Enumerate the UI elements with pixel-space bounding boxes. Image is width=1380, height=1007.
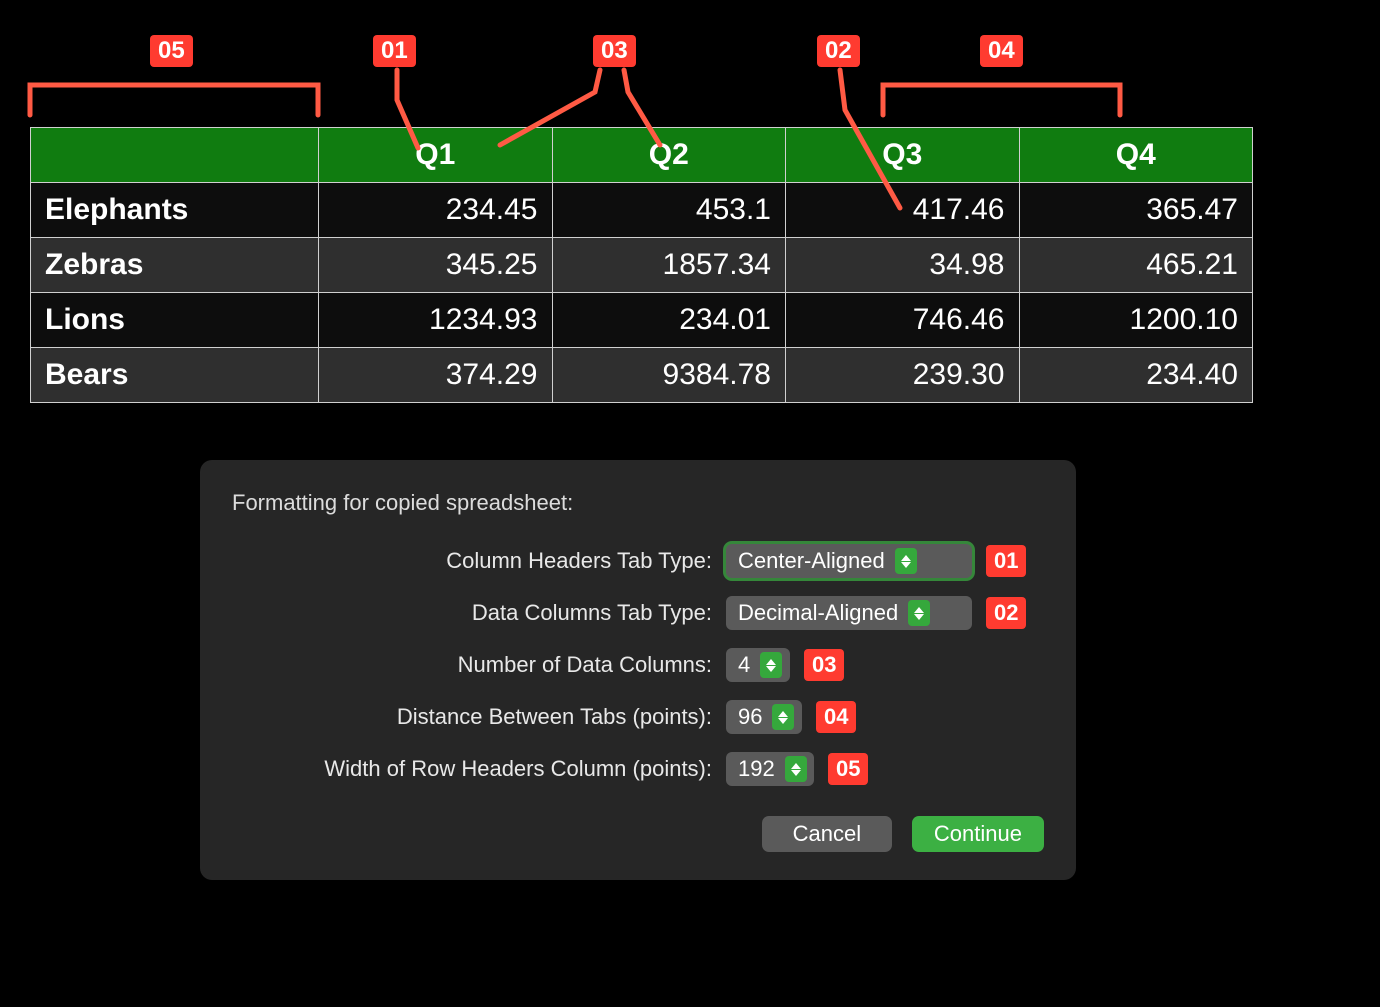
data-cell: 34.98 bbox=[786, 238, 1020, 293]
field-label: Distance Between Tabs (points): bbox=[232, 704, 712, 730]
data-cell: 746.46 bbox=[786, 293, 1020, 348]
col-header: Q2 bbox=[552, 128, 786, 183]
field-row-col-headers-tab-type: Column Headers Tab Type: Center-Aligned … bbox=[232, 544, 1044, 578]
dialog-button-row: Cancel Continue bbox=[232, 816, 1044, 852]
select-value: Decimal-Aligned bbox=[738, 600, 908, 626]
data-cell: 234.45 bbox=[319, 183, 553, 238]
data-cell: 465.21 bbox=[1019, 238, 1253, 293]
updown-icon bbox=[908, 600, 930, 626]
field-row-num-data-cols: Number of Data Columns: 4 03 bbox=[232, 648, 1044, 682]
data-cell: 453.1 bbox=[552, 183, 786, 238]
updown-icon bbox=[895, 548, 917, 574]
row-header: Elephants bbox=[31, 183, 319, 238]
rowheader-width-select[interactable]: 192 bbox=[726, 752, 814, 786]
callout-badge-03: 03 bbox=[593, 35, 636, 67]
data-cell: 239.30 bbox=[786, 348, 1020, 403]
table-row: Lions1234.93234.01746.461200.10 bbox=[31, 293, 1253, 348]
field-callout-badge: 02 bbox=[986, 597, 1026, 629]
callout-badge-02: 02 bbox=[817, 35, 860, 67]
callout-badge-04: 04 bbox=[980, 35, 1023, 67]
data-cell: 234.40 bbox=[1019, 348, 1253, 403]
data-table: Q1 Q2 Q3 Q4 Elephants234.45453.1417.4636… bbox=[30, 127, 1253, 403]
data-cell: 9384.78 bbox=[552, 348, 786, 403]
distance-tabs-select[interactable]: 96 bbox=[726, 700, 802, 734]
num-data-cols-select[interactable]: 4 bbox=[726, 648, 790, 682]
table-row: Zebras345.251857.3434.98465.21 bbox=[31, 238, 1253, 293]
field-label: Column Headers Tab Type: bbox=[232, 548, 712, 574]
select-value: 96 bbox=[738, 704, 772, 730]
col-header: Q3 bbox=[786, 128, 1020, 183]
formatting-dialog: Formatting for copied spreadsheet: Colum… bbox=[200, 460, 1076, 880]
data-cell: 234.01 bbox=[552, 293, 786, 348]
data-cell: 1234.93 bbox=[319, 293, 553, 348]
field-callout-badge: 04 bbox=[816, 701, 856, 733]
table-row: Bears374.299384.78239.30234.40 bbox=[31, 348, 1253, 403]
row-header: Bears bbox=[31, 348, 319, 403]
select-value: 4 bbox=[738, 652, 760, 678]
updown-icon bbox=[772, 704, 794, 730]
field-row-data-cols-tab-type: Data Columns Tab Type: Decimal-Aligned 0… bbox=[232, 596, 1044, 630]
field-callout-badge: 03 bbox=[804, 649, 844, 681]
callout-badge-05: 05 bbox=[150, 35, 193, 67]
callout-badge-01: 01 bbox=[373, 35, 416, 67]
updown-icon bbox=[760, 652, 782, 678]
data-cell: 374.29 bbox=[319, 348, 553, 403]
continue-button[interactable]: Continue bbox=[912, 816, 1044, 852]
select-value: 192 bbox=[738, 756, 785, 782]
data-cell: 365.47 bbox=[1019, 183, 1253, 238]
row-header: Lions bbox=[31, 293, 319, 348]
data-cell: 345.25 bbox=[319, 238, 553, 293]
table-row: Elephants234.45453.1417.46365.47 bbox=[31, 183, 1253, 238]
field-label: Data Columns Tab Type: bbox=[232, 600, 712, 626]
col-headers-tab-type-select[interactable]: Center-Aligned bbox=[726, 544, 972, 578]
cancel-button[interactable]: Cancel bbox=[762, 816, 892, 852]
field-label: Number of Data Columns: bbox=[232, 652, 712, 678]
data-cell: 417.46 bbox=[786, 183, 1020, 238]
row-header: Zebras bbox=[31, 238, 319, 293]
updown-icon bbox=[785, 756, 807, 782]
col-header: Q1 bbox=[319, 128, 553, 183]
data-cell: 1857.34 bbox=[552, 238, 786, 293]
field-label: Width of Row Headers Column (points): bbox=[232, 756, 712, 782]
field-callout-badge: 01 bbox=[986, 545, 1026, 577]
dialog-title: Formatting for copied spreadsheet: bbox=[232, 490, 1044, 516]
field-callout-badge: 05 bbox=[828, 753, 868, 785]
data-cols-tab-type-select[interactable]: Decimal-Aligned bbox=[726, 596, 972, 630]
field-row-rowheader-width: Width of Row Headers Column (points): 19… bbox=[232, 752, 1044, 786]
data-table-body: Elephants234.45453.1417.46365.47Zebras34… bbox=[31, 183, 1253, 403]
select-value: Center-Aligned bbox=[738, 548, 895, 574]
data-cell: 1200.10 bbox=[1019, 293, 1253, 348]
col-header: Q4 bbox=[1019, 128, 1253, 183]
data-table-container: Q1 Q2 Q3 Q4 Elephants234.45453.1417.4636… bbox=[30, 127, 1253, 403]
header-blank bbox=[31, 128, 319, 183]
field-row-distance-tabs: Distance Between Tabs (points): 96 04 bbox=[232, 700, 1044, 734]
